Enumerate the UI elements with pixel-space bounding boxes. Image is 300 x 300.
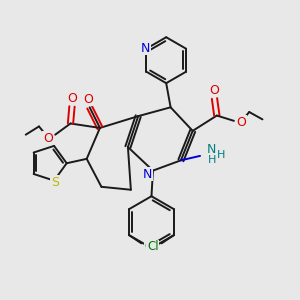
Text: H: H [217, 150, 225, 160]
Text: N: N [207, 143, 217, 157]
Text: Cl: Cl [144, 240, 156, 254]
Text: O: O [83, 93, 93, 106]
Text: N: N [141, 42, 150, 55]
Text: O: O [43, 132, 53, 145]
Text: S: S [51, 176, 58, 189]
Text: O: O [236, 116, 246, 129]
Text: Cl: Cl [147, 240, 158, 254]
Text: O: O [67, 92, 77, 105]
Text: H: H [208, 155, 216, 165]
Text: N: N [143, 168, 152, 181]
Text: O: O [209, 84, 219, 97]
